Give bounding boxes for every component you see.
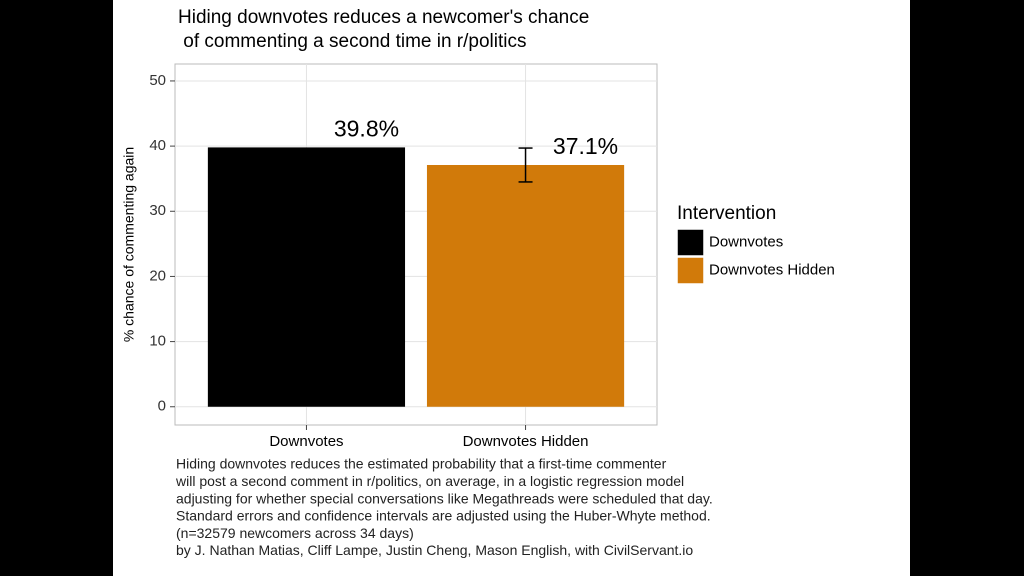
value-label: 39.8% <box>334 115 399 141</box>
chart-title: of commenting a second time in r/politic… <box>178 31 527 52</box>
y-tick-label: 10 <box>149 333 166 350</box>
caption-line: adjusting for whether special conversati… <box>176 490 713 506</box>
bar <box>207 147 406 407</box>
y-tick-label: 20 <box>149 267 166 284</box>
caption-line: (n=32579 newcomers across 34 days) <box>176 525 414 541</box>
bar <box>426 165 625 407</box>
legend-label: Downvotes <box>709 233 783 250</box>
caption-line: Standard errors and confidence intervals… <box>176 508 711 524</box>
caption-line: by J. Nathan Matias, Cliff Lampe, Justin… <box>176 542 693 558</box>
value-label: 37.1% <box>553 133 618 159</box>
caption-line: will post a second comment in r/politics… <box>175 473 684 489</box>
y-tick-label: 50 <box>149 72 166 89</box>
y-tick-label: 0 <box>158 398 166 415</box>
legend-label: Downvotes Hidden <box>709 261 835 278</box>
legend-title: Intervention <box>677 203 776 224</box>
legend-key <box>676 256 705 285</box>
y-tick-label: 30 <box>149 202 166 219</box>
y-axis-label: % chance of commenting again <box>121 147 137 342</box>
legend-key <box>676 228 705 257</box>
error-bar <box>518 147 533 183</box>
caption-line: Hiding downvotes reduces the estimated p… <box>176 456 667 472</box>
chart-title: Hiding downvotes reduces a newcomer's ch… <box>178 7 589 28</box>
x-tick-label: Downvotes <box>269 433 343 450</box>
x-tick-label: Downvotes Hidden <box>463 433 589 450</box>
y-tick-label: 40 <box>149 137 166 154</box>
